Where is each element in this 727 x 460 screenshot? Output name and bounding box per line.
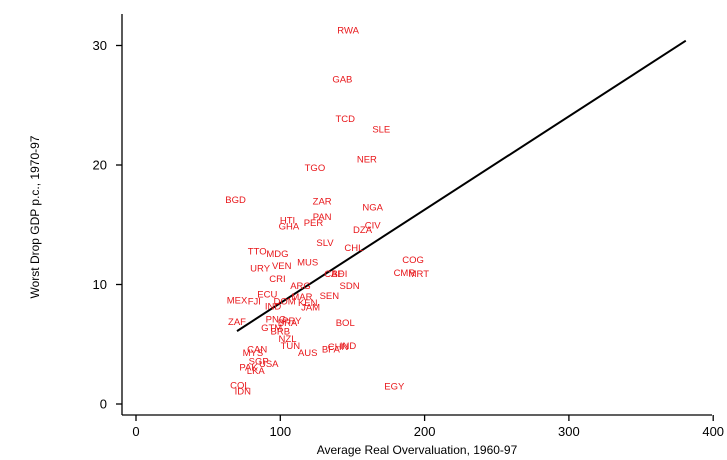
x-tick-label: 0 (132, 424, 139, 439)
point-label: PNG (266, 315, 287, 326)
point-label: SGP (249, 356, 269, 367)
y-axis-title: Worst Drop GDP p.c., 1970-97 (28, 135, 42, 298)
point-label: MAR (291, 292, 312, 303)
y-tick-label: 10 (93, 277, 107, 292)
point-label: GHA (279, 221, 300, 232)
point-label: PAN (313, 212, 332, 223)
point-label: BDI (332, 269, 348, 280)
point-label: DOM (274, 297, 296, 308)
point-label: TCD (335, 114, 355, 125)
point-label: AUS (298, 348, 318, 359)
point-label: VEN (272, 261, 292, 272)
y-tick-label: 20 (93, 158, 107, 173)
x-tick-label: 300 (558, 424, 580, 439)
point-label: EGY (384, 382, 405, 393)
point-label: MRT (409, 269, 430, 280)
point-label: CAF (324, 269, 343, 280)
point-label: BFA (322, 345, 341, 356)
point-label: ARG (290, 281, 311, 292)
x-tick-label: 100 (269, 424, 291, 439)
point-label: TUN (281, 341, 301, 352)
point-label: IND (340, 341, 357, 352)
point-label: PRY (282, 316, 302, 327)
point-label: ZAR (313, 196, 332, 207)
point-label: COL (230, 380, 250, 391)
point-label: SLV (316, 238, 334, 249)
point-label: BOL (336, 318, 355, 329)
point-label: MUS (297, 257, 318, 268)
point-label: CRI (269, 274, 285, 285)
y-tick-label: 0 (100, 397, 107, 412)
point-label: SEN (320, 291, 340, 302)
point-label: ECU (257, 290, 277, 301)
point-label: HTI (280, 215, 295, 226)
point-label: LKA (247, 366, 266, 377)
point-label: SLE (372, 125, 390, 136)
point-label: NGA (362, 202, 383, 213)
point-label: NER (357, 155, 377, 166)
point-label: USA (259, 359, 279, 370)
point-label: CIV (365, 220, 382, 231)
point-label: IND (265, 302, 282, 313)
y-tick-label: 30 (93, 38, 107, 53)
point-label: BRB (271, 327, 291, 338)
point-label: CHL (344, 243, 363, 254)
data-points: RWA GAB TCD SLE NER TGO BGD ZAR NGA PAN HTI PER CIV G… (225, 25, 429, 397)
point-label: URY (250, 263, 271, 274)
x-axis-ticks: 0 100 200 300 400 (132, 415, 724, 439)
point-label: NZL (279, 334, 297, 345)
x-tick-label: 400 (702, 424, 724, 439)
point-label: IDN (235, 386, 252, 397)
point-label: MYS (243, 348, 264, 359)
point-label: GAB (332, 74, 352, 85)
point-label: COG (402, 255, 424, 266)
point-label: CHN (328, 342, 349, 353)
point-label: GTM (261, 323, 282, 334)
point-label: CMR (394, 268, 416, 279)
point-label: CAN (247, 345, 267, 356)
fit-line (236, 39, 687, 332)
point-label: TTO (248, 247, 267, 258)
point-label: SDN (340, 281, 360, 292)
fit-line-group (236, 39, 687, 332)
point-label: MEX (227, 296, 248, 307)
point-label: BGD (225, 195, 246, 206)
point-label: JAM (301, 303, 320, 314)
y-axis-ticks: 0 10 20 30 (93, 38, 122, 412)
point-label: FJI (248, 297, 261, 308)
point-label: PER (304, 218, 324, 229)
point-label: ZAF (228, 317, 246, 328)
x-tick-label: 200 (414, 424, 436, 439)
point-label: BRA (278, 318, 298, 329)
point-label: MDG (266, 249, 288, 260)
x-axis-title: Average Real Overvaluation, 1960-97 (317, 443, 518, 457)
plot-axes (121, 14, 712, 416)
point-label: RWA (337, 25, 359, 36)
point-label: TGO (305, 163, 326, 174)
point-label: PAK (239, 362, 258, 373)
point-label: DZA (353, 225, 373, 236)
point-label: KEN (298, 298, 318, 309)
